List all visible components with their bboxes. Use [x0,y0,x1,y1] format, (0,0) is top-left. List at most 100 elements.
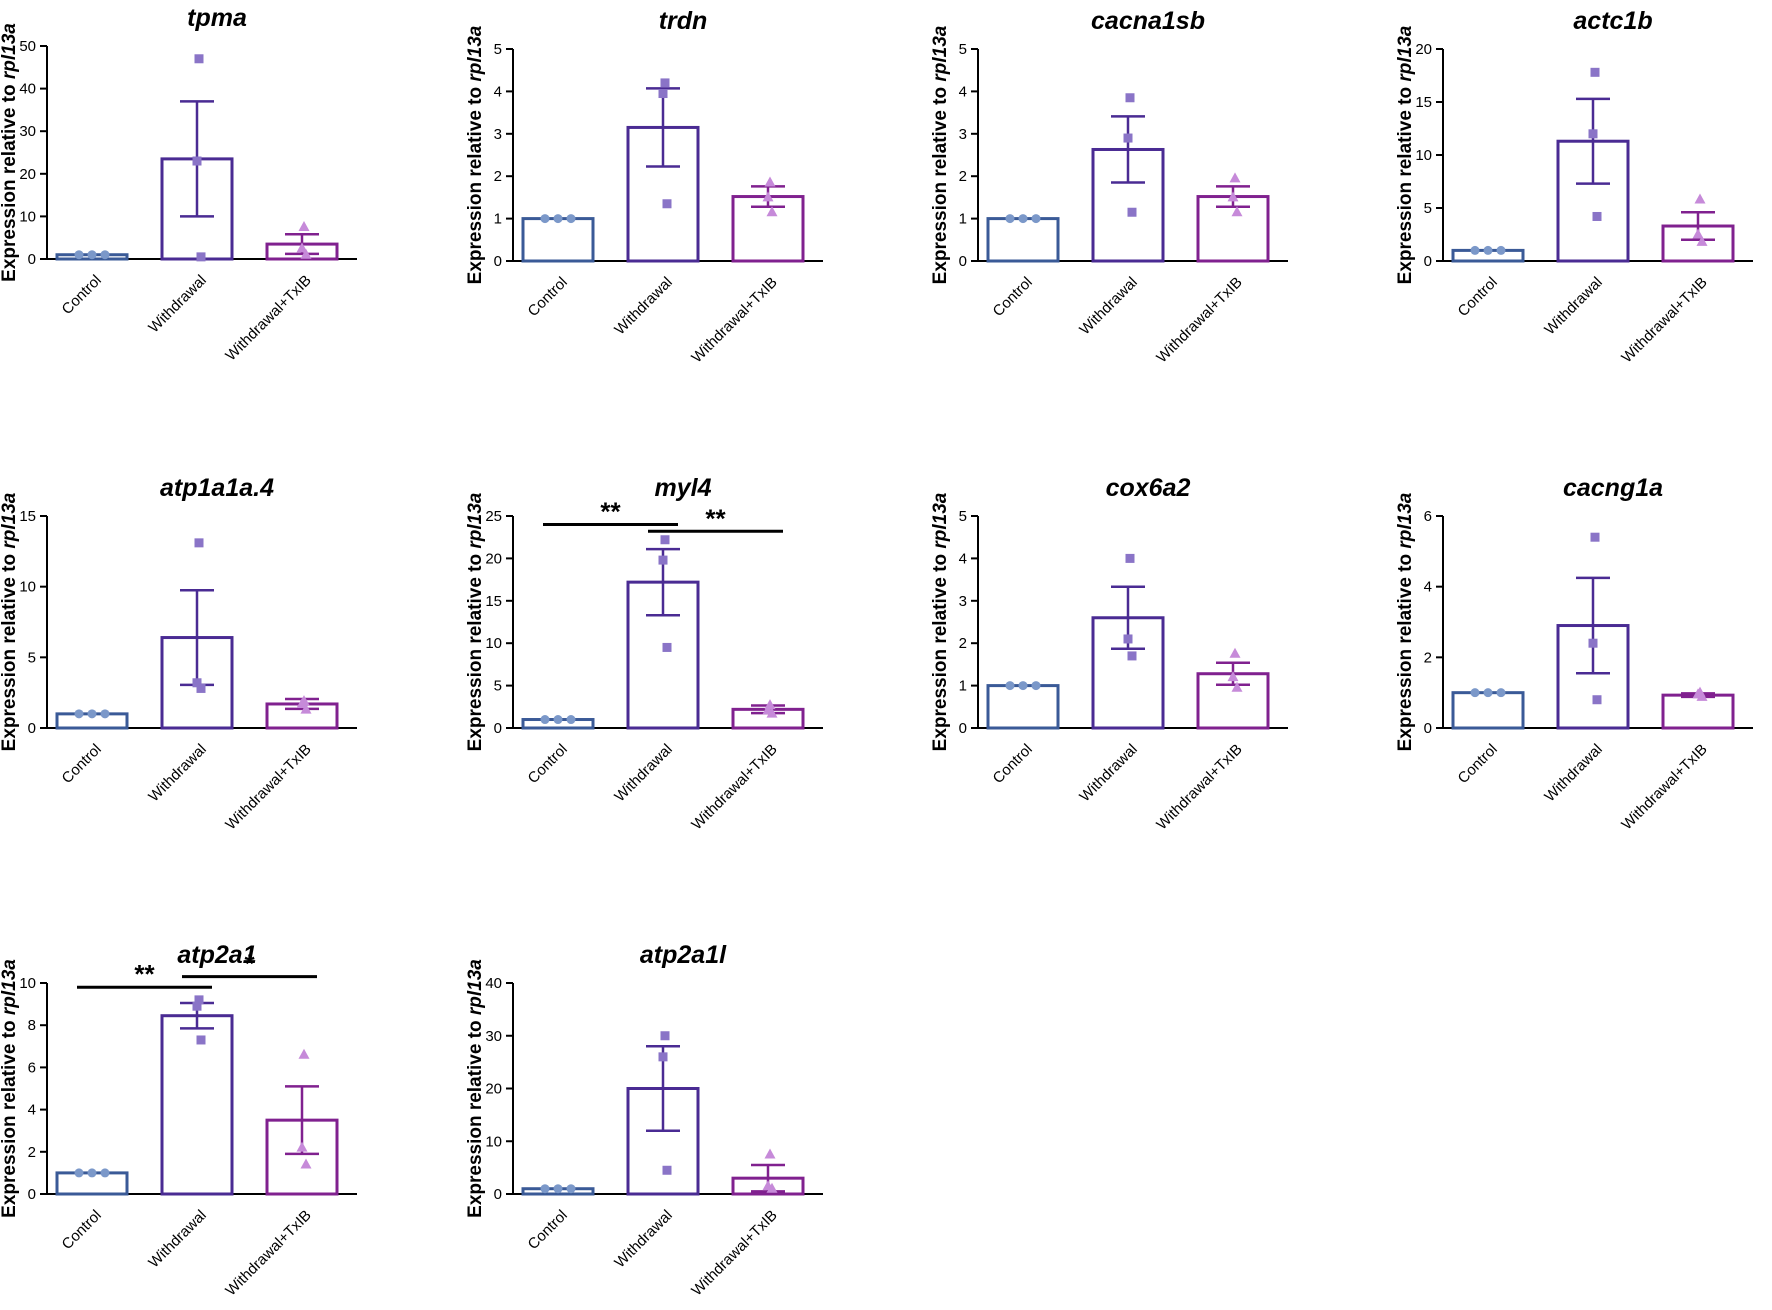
y-tick-label: 40 [19,81,36,98]
y-tick-label: 3 [959,126,967,143]
y-tick-label: 30 [19,123,36,140]
significance-label: ** [705,503,726,533]
point-withdrawal [1588,129,1598,139]
point-txib [298,221,310,232]
x-tick-label-control: Control [1455,741,1501,787]
point-control [100,709,110,719]
y-tick-label: 10 [485,1133,502,1150]
y-axis-label-main: Expression relative to [465,549,486,752]
y-axis-label-gene: rpl13a [465,25,486,81]
y-tick-label: 25 [485,508,502,525]
y-tick-label: 5 [494,678,502,695]
chart-title: atp1a1a.4 [160,474,274,502]
y-axis-label: Expression relative to rpl13a [465,959,486,1218]
point-control [566,214,576,224]
panel-actc1b: actc1b Expression relative to rpl13a 0 5 10 1… [1395,7,1753,366]
point-withdrawal [1123,634,1133,644]
y-tick-label: 4 [28,1102,36,1119]
y-tick-label: 5 [1424,200,1432,217]
chart-title: actc1b [1573,7,1652,35]
y-axis-label: Expression relative to rpl13a [930,25,951,284]
x-tick-label-txib: Withdrawal+TxIB [222,1207,314,1299]
y-axis-label: Expression relative to rpl13a [0,959,20,1218]
x-tick-label-control: Control [59,741,105,787]
point-withdrawal [196,252,206,262]
x-tick-label-txib: Withdrawal+TxIB [688,1207,780,1299]
point-control [553,715,563,725]
point-control [540,1184,550,1194]
y-axis-label-gene: rpl13a [465,492,486,548]
x-tick-label-withdrawal: Withdrawal [611,741,675,805]
y-tick-label: 2 [28,1144,36,1161]
point-txib [1229,172,1241,183]
x-tick-label-txib: Withdrawal+TxIB [1618,741,1710,833]
y-tick-label: 10 [19,579,36,596]
point-txib [1696,690,1708,701]
point-withdrawal [658,89,668,99]
y-axis-label-gene: rpl13a [0,959,20,1015]
bar-control [986,684,1060,730]
point-control [1470,688,1480,698]
y-axis-label-gene: rpl13a [0,492,20,548]
y-axis-label: Expression relative to rpl13a [1395,25,1416,284]
point-control [1018,214,1028,224]
x-tick-label-txib: Withdrawal+TxIB [222,741,314,833]
point-withdrawal [1127,207,1137,217]
point-txib [298,1048,310,1059]
panel-atp1a1a-4: atp1a1a.4 Expression relative to rpl13a 0 5… [0,474,357,833]
x-tick-label-withdrawal: Withdrawal [1076,741,1140,805]
point-withdrawal [1588,638,1598,648]
y-tick-label: 0 [28,720,36,737]
y-tick-label: 5 [494,41,502,58]
y-axis-label-main: Expression relative to [0,549,20,752]
point-control [100,1168,110,1178]
y-axis-label-main: Expression relative to [0,79,20,282]
point-control [1483,688,1493,698]
y-tick-label: 20 [19,166,36,183]
y-axis-label-main: Expression relative to [1395,549,1416,752]
significance-label: * [244,949,255,979]
x-tick-label-control: Control [525,274,571,320]
y-tick-label: 4 [959,83,967,100]
x-tick-label-control: Control [59,272,105,318]
y-tick-label: 20 [485,550,502,567]
point-txib [1229,647,1241,658]
point-txib [764,176,776,187]
point-withdrawal [1125,553,1135,563]
point-withdrawal [660,1031,670,1041]
x-tick-label-control: Control [1455,274,1501,320]
x-tick-label-control: Control [990,741,1036,787]
bar-control [521,217,595,263]
point-control [1470,245,1480,255]
point-txib [1227,671,1239,682]
y-tick-label: 5 [959,508,967,525]
point-txib [300,703,312,714]
x-tick-label-control: Control [990,274,1036,320]
y-tick-label: 5 [959,41,967,58]
y-tick-label: 1 [494,211,502,228]
point-control [1483,245,1493,255]
x-tick-label-withdrawal: Withdrawal [145,741,209,805]
y-tick-label: 10 [1415,147,1432,164]
x-tick-label-withdrawal: Withdrawal [611,1207,675,1271]
significance-label: ** [600,496,621,526]
y-axis-label-main: Expression relative to [0,1015,20,1218]
point-withdrawal [1125,93,1135,103]
y-tick-label: 40 [485,975,502,992]
y-tick-label: 0 [28,251,36,268]
point-txib [766,1182,778,1193]
significance-label: ** [134,959,155,989]
panel-atp2a1l: atp2a1l Expression relative to rpl13a 0 10 2… [465,941,823,1299]
point-control [566,1184,576,1194]
y-tick-label: 4 [494,83,502,100]
point-control [553,1184,563,1194]
point-withdrawal [1590,67,1600,77]
panel-cacna1sb: cacna1sb Expression relative to rpl13a 0 1 2… [930,7,1288,366]
point-control [1031,214,1041,224]
point-withdrawal [662,199,672,209]
y-axis-label-main: Expression relative to [930,82,951,285]
point-control [540,715,550,725]
chart-title: atp2a1 [177,941,256,969]
point-control [1496,245,1506,255]
